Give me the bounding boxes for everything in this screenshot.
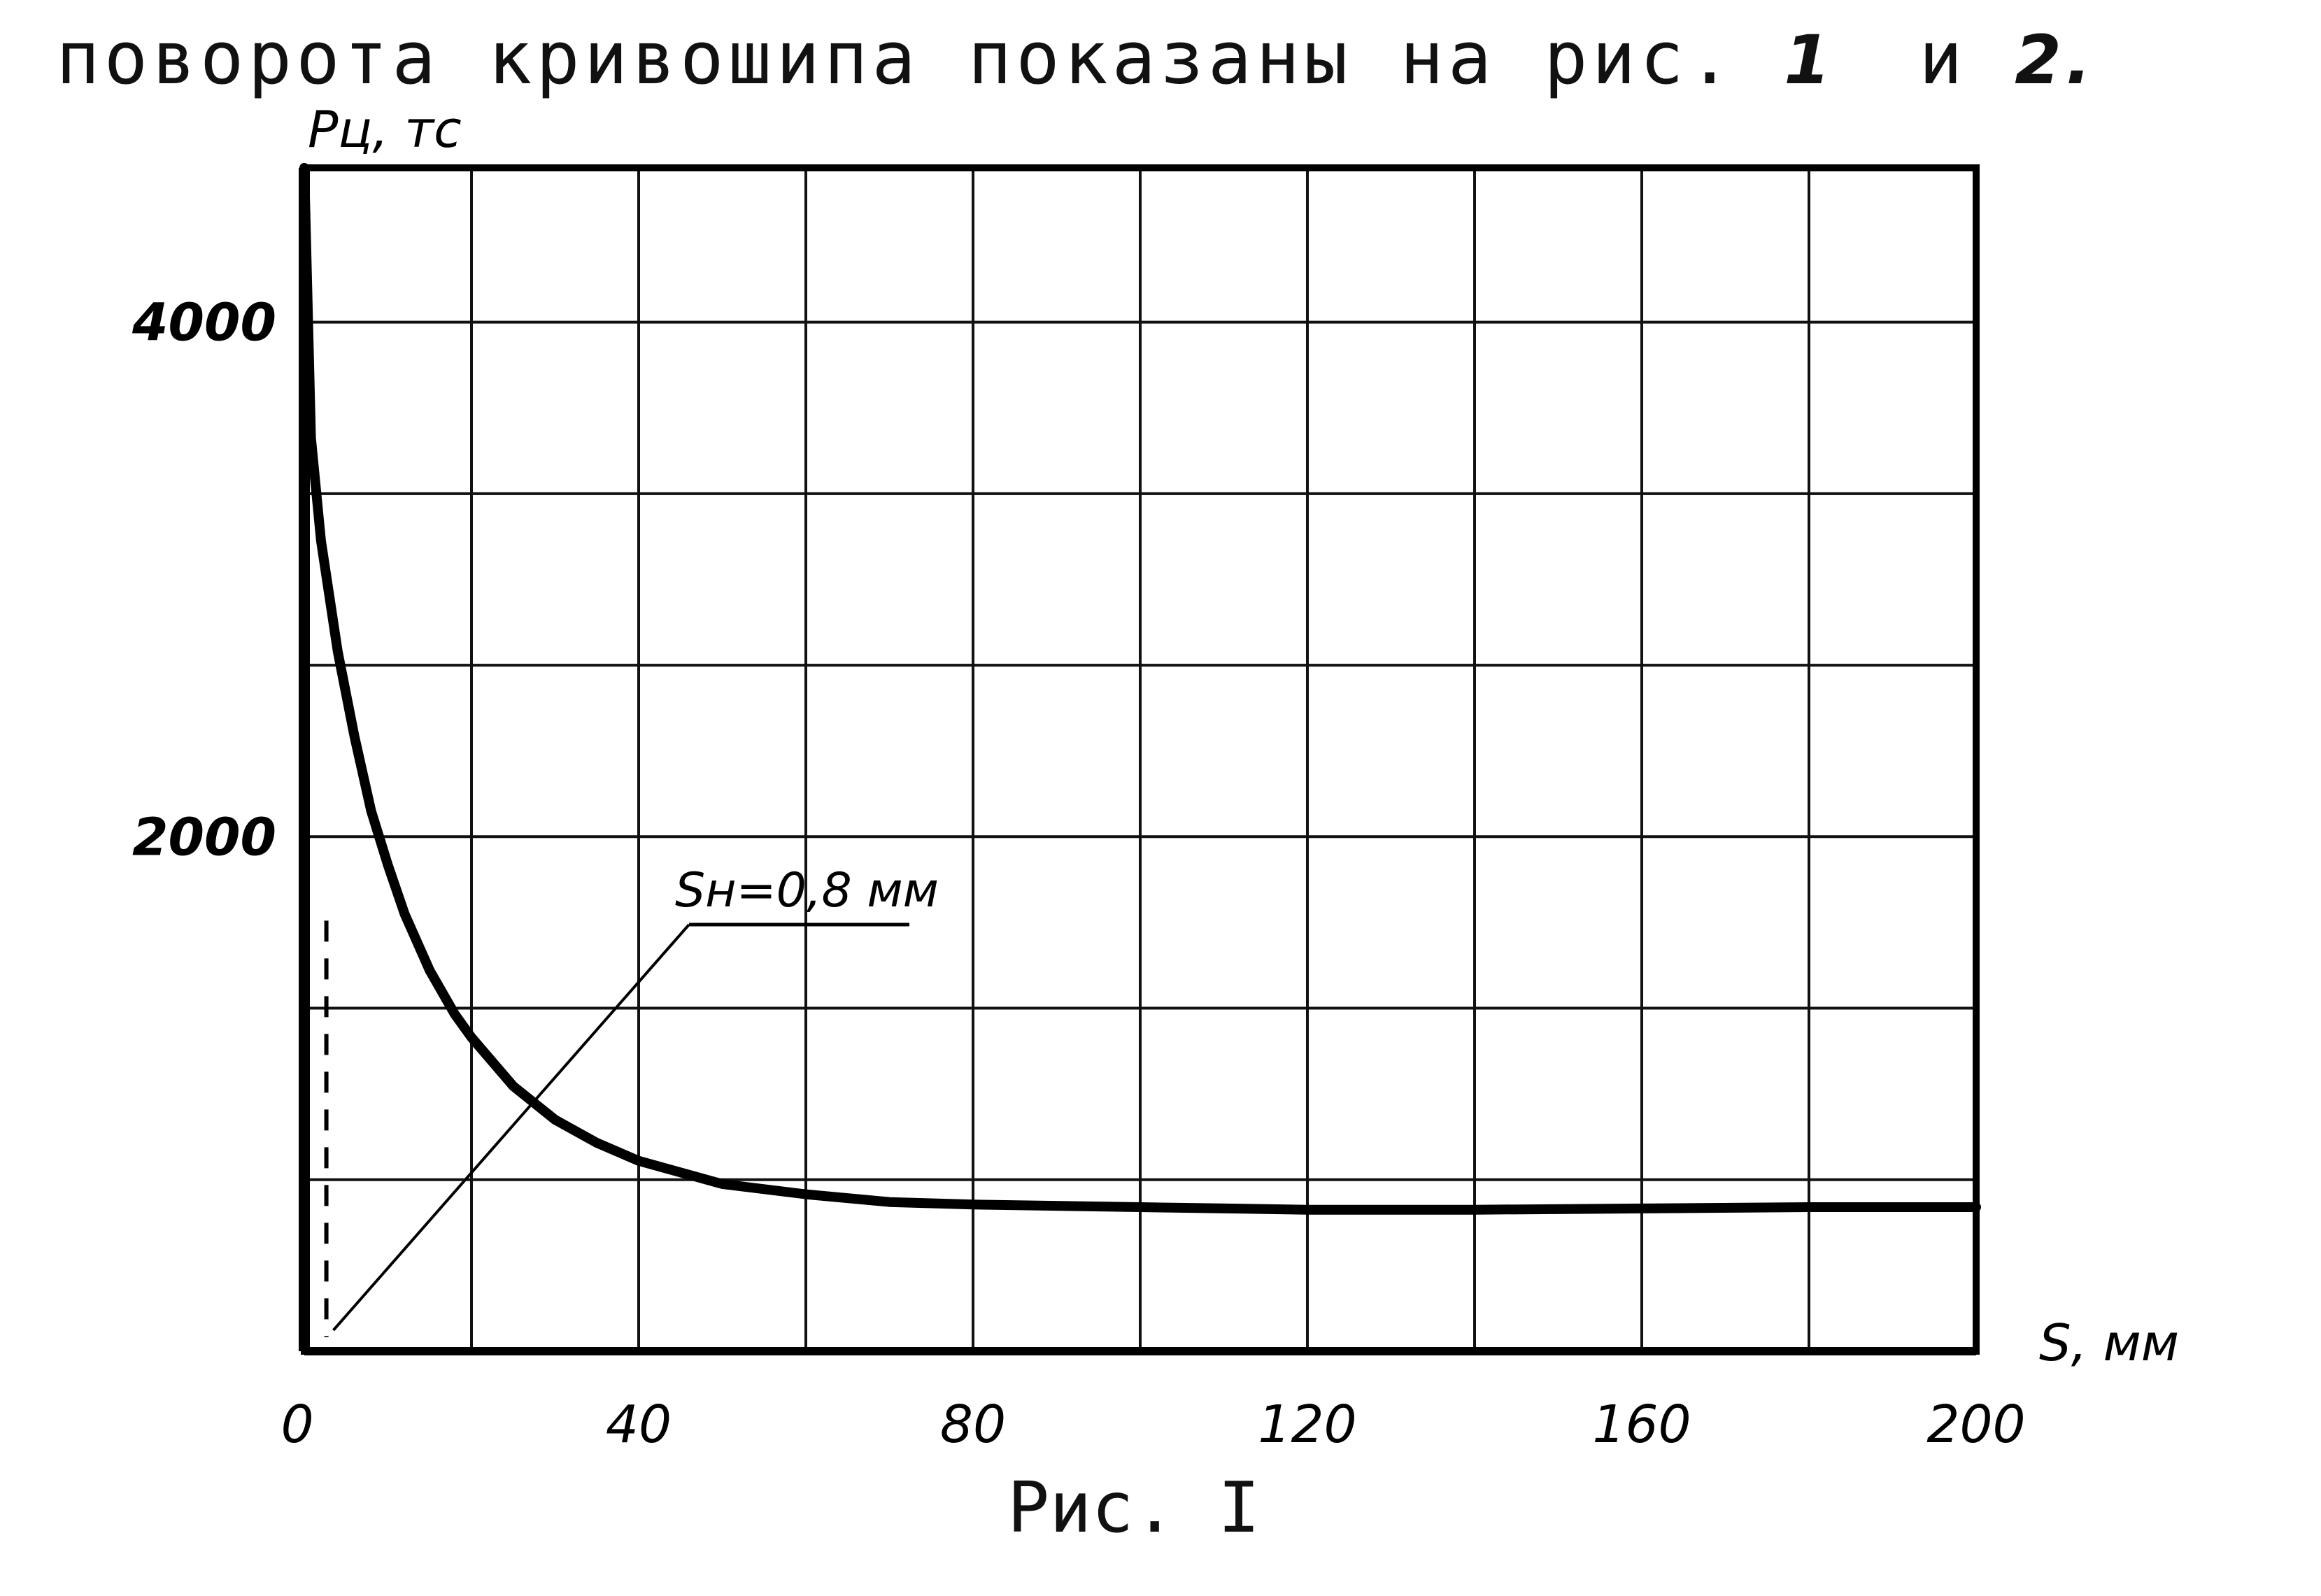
y-tick-label: 4000 (132, 293, 276, 353)
page-heading: поворота кривошипа показаны на рис. 1 и 2… (56, 15, 2095, 101)
heading-conjunction: и (1918, 15, 1967, 101)
heading-text: поворота кривошипа показаны на рис. (56, 15, 1736, 101)
annotation-leader-line (332, 923, 690, 1332)
x-tick-label: 120 (1258, 1395, 1356, 1455)
x-tick-label: 160 (1592, 1395, 1691, 1455)
annotation: Sн=0,8 мм (324, 863, 939, 1337)
figure-caption: Рис. I (1007, 1467, 1260, 1548)
x-tick-label: 40 (606, 1395, 672, 1455)
x-axis-label: S, мм (2039, 1313, 2179, 1372)
heading-figure-ref-1: 1 (1784, 21, 1835, 99)
heading-figure-ref-2: 2. (2015, 21, 2096, 99)
y-tick-label: 2000 (132, 807, 276, 867)
y-axis-label: Pц, тс (308, 100, 462, 159)
tick-labels: 0 40 80 120 160 200 2000 4000 (132, 293, 2026, 1455)
grid (304, 168, 1976, 1351)
series-line (299, 163, 1981, 1215)
x-tick-label: 80 (940, 1395, 1006, 1455)
x-tick-label: 0 (281, 1395, 313, 1455)
annotation-label: Sн=0,8 мм (675, 863, 939, 918)
x-tick-label: 200 (1926, 1395, 2025, 1455)
